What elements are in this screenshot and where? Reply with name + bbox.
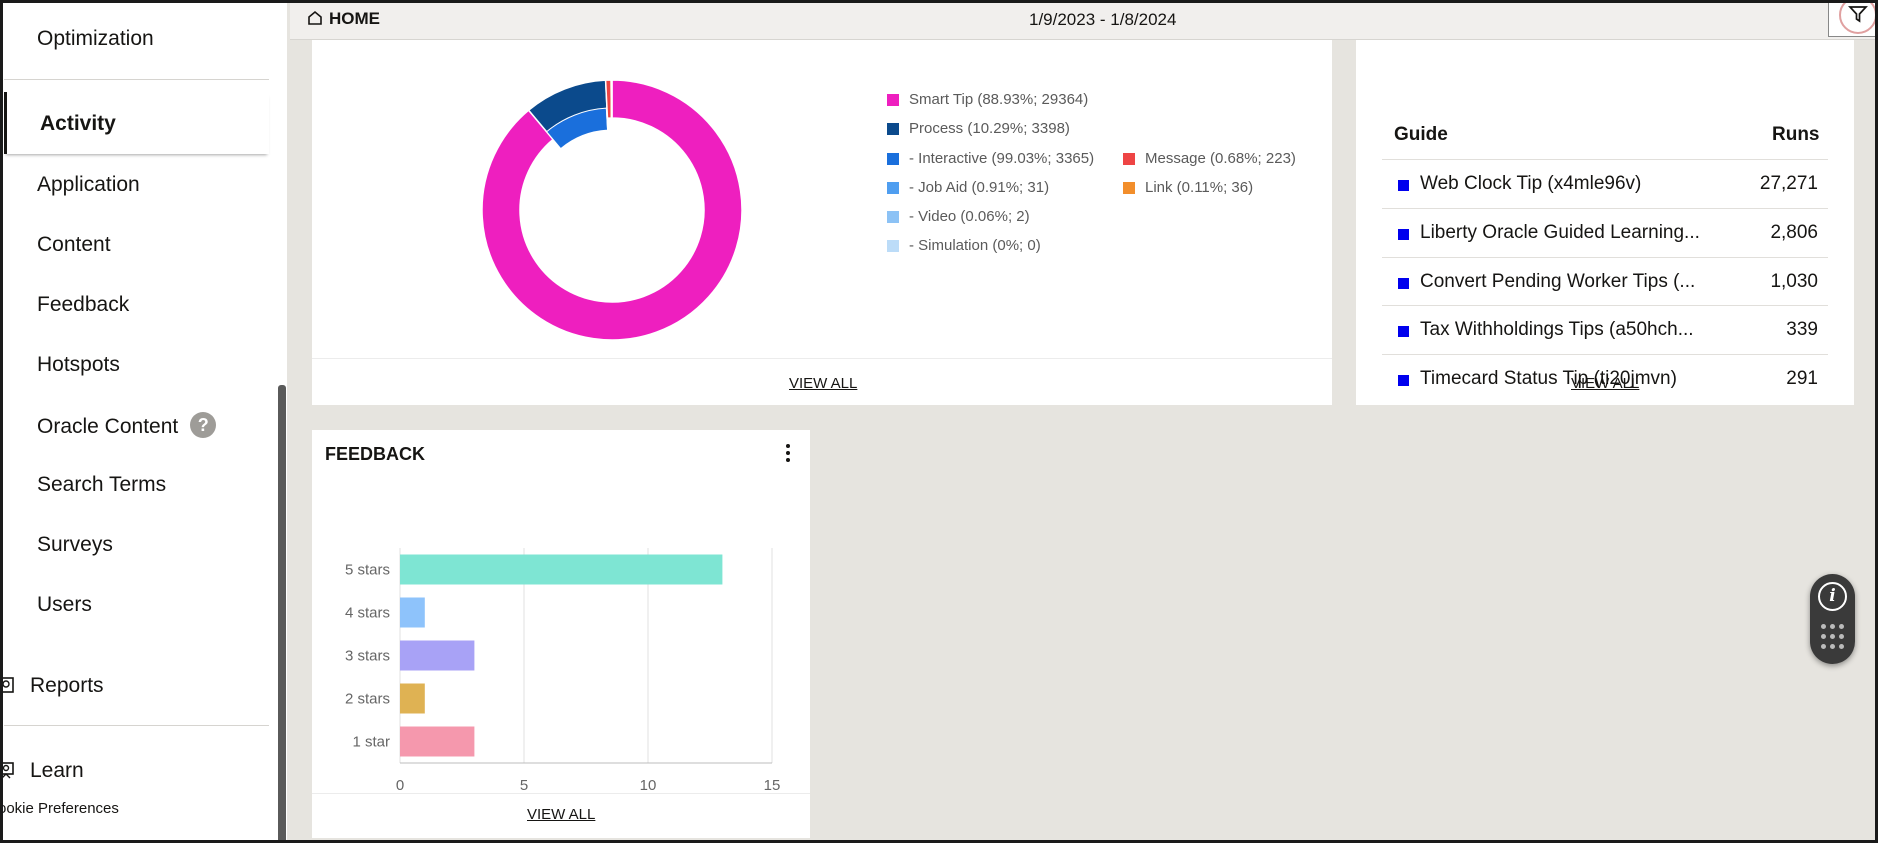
legend-item[interactable]: - Job Aid (0.91%; 31): [909, 179, 1050, 196]
sidebar-item-surveys[interactable]: Surveys: [37, 533, 113, 556]
y-tick-label: 4 stars: [345, 605, 390, 622]
legend-item[interactable]: Process (10.29%; 3398): [909, 120, 1070, 137]
sidebar: Optimization Activity Application Conten…: [0, 0, 287, 843]
cookie-preferences-link[interactable]: ookie Preferences: [0, 800, 119, 817]
legend-swatch: [887, 182, 899, 194]
donut-slice-link[interactable]: [610, 79, 613, 119]
legend-swatch: [887, 123, 899, 135]
feedback-card: FEEDBACK 0 5 10 15 5 stars 4 stars 3 stars 2 st…: [312, 430, 810, 838]
legend-swatch: [1123, 182, 1135, 194]
sidebar-item-hotspots[interactable]: Hotspots: [37, 353, 120, 376]
series-marker: [1398, 229, 1409, 240]
sidebar-item-application[interactable]: Application: [37, 173, 140, 196]
sidebar-item-content[interactable]: Content: [37, 233, 111, 256]
card-divider: [312, 793, 810, 794]
sidebar-item-users[interactable]: Users: [37, 593, 92, 616]
x-tick-label: 15: [764, 777, 781, 794]
guide-name[interactable]: Liberty Oracle Guided Learning...: [1420, 222, 1700, 243]
active-indicator: [4, 92, 269, 154]
sidebar-item-search-terms[interactable]: Search Terms: [37, 473, 167, 496]
guide-runs: 1,030: [1770, 271, 1818, 292]
table-row[interactable]: Timecard Status Tip (ti20jmvn) 291: [1382, 354, 1828, 394]
series-marker: [1398, 278, 1409, 289]
sidebar-item-learn[interactable]: Learn: [30, 759, 84, 782]
legend-item[interactable]: Message (0.68%; 223): [1145, 150, 1296, 167]
donut-slice-smart-tip[interactable]: [481, 79, 743, 341]
activity-card: Smart Tip (88.93%; 29364) Process (10.29%…: [312, 40, 1332, 405]
bar-5-stars[interactable]: [400, 554, 723, 585]
guided-learning-launcher[interactable]: i: [1810, 574, 1855, 664]
guide-runs: 27,271: [1759, 173, 1818, 194]
dots-grid-icon[interactable]: [1821, 624, 1845, 654]
header-bar: HOME 1/9/2023 - 1/8/2024: [290, 0, 1878, 40]
legend-swatch: [887, 94, 899, 106]
legend-item[interactable]: - Simulation (0%; 0): [909, 237, 1041, 254]
x-tick-label: 10: [640, 777, 657, 794]
table-row[interactable]: Liberty Oracle Guided Learning... 2,806: [1382, 208, 1828, 257]
series-marker: [1398, 375, 1409, 386]
sidebar-item-optimization[interactable]: Optimization: [37, 27, 154, 50]
feedback-title: FEEDBACK: [325, 444, 426, 464]
legend-swatch: [1123, 153, 1135, 165]
legend-item[interactable]: - Video (0.06%; 2): [909, 208, 1030, 225]
bar-2-stars[interactable]: [400, 683, 425, 714]
guide-name[interactable]: Timecard Status Tip (ti20jmvn): [1420, 368, 1677, 389]
sidebar-item-reports[interactable]: Reports: [30, 674, 104, 697]
x-tick-label: 0: [396, 777, 404, 794]
y-tick-label: 2 stars: [345, 691, 390, 708]
home-label: HOME: [329, 9, 380, 28]
home-icon: [308, 10, 322, 25]
legend-item[interactable]: Smart Tip (88.93%; 29364): [909, 91, 1089, 108]
feedback-view-all-link[interactable]: VIEW ALL: [527, 806, 596, 823]
reports-icon: [0, 677, 14, 693]
feedback-bar-chart: 0 5 10 15 5 stars 4 stars 3 stars 2 stars 1 star: [345, 548, 781, 794]
sidebar-divider: [4, 79, 269, 80]
learn-icon: [0, 762, 14, 779]
activity-donut-chart: [481, 79, 743, 341]
table-row[interactable]: Tax Withholdings Tips (a50hch... 339: [1382, 305, 1828, 354]
legend-swatch: [887, 240, 899, 252]
guides-card: Guide Runs Web Clock Tip (x4mle96v) 27,2…: [1356, 40, 1854, 405]
home-link[interactable]: HOME: [307, 9, 380, 29]
sidebar-item-oracle-content[interactable]: Oracle Content?: [37, 412, 217, 439]
date-range: 1/9/2023 - 1/8/2024: [1029, 10, 1177, 29]
card-divider: [312, 358, 1332, 359]
activity-view-all-link[interactable]: VIEW ALL: [789, 375, 858, 392]
legend-swatch: [887, 153, 899, 165]
sidebar-item-feedback[interactable]: Feedback: [37, 293, 130, 316]
series-marker: [1398, 180, 1409, 191]
y-tick-label: 3 stars: [345, 648, 390, 665]
x-tick-label: 5: [520, 777, 528, 794]
guide-name[interactable]: Convert Pending Worker Tips (...: [1420, 271, 1696, 292]
column-header-runs[interactable]: Runs: [1772, 124, 1820, 145]
info-icon[interactable]: i: [1818, 582, 1847, 611]
y-tick-label: 1 star: [352, 734, 390, 751]
legend-swatch: [887, 211, 899, 223]
sidebar-divider: [4, 725, 269, 726]
guides-view-all-link[interactable]: VIEW ALL: [1571, 375, 1640, 392]
series-marker: [1398, 326, 1409, 337]
sidebar-item-activity[interactable]: Activity: [40, 112, 116, 135]
guide-name[interactable]: Web Clock Tip (x4mle96v): [1420, 173, 1642, 194]
more-options-icon[interactable]: [782, 442, 794, 464]
guide-runs: 291: [1786, 368, 1818, 389]
table-row[interactable]: Convert Pending Worker Tips (... 1,030: [1382, 257, 1828, 306]
help-icon[interactable]: ?: [190, 412, 217, 438]
legend-item[interactable]: - Interactive (99.03%; 3365): [909, 150, 1095, 167]
bar-3-stars[interactable]: [400, 640, 475, 671]
sidebar-item-label: Oracle Content: [37, 415, 179, 438]
bar-4-stars[interactable]: [400, 597, 425, 628]
legend-item[interactable]: Link (0.11%; 36): [1145, 179, 1254, 196]
filter-button[interactable]: [1828, 0, 1878, 37]
column-header-guide[interactable]: Guide: [1394, 124, 1448, 145]
y-tick-label: 5 stars: [345, 562, 390, 579]
guide-name[interactable]: Tax Withholdings Tips (a50hch...: [1420, 319, 1694, 340]
guide-runs: 2,806: [1770, 222, 1818, 243]
sidebar-scrollbar[interactable]: [278, 385, 286, 843]
guide-runs: 339: [1786, 319, 1818, 340]
bar-1-star[interactable]: [400, 726, 475, 757]
filter-icon: [1848, 6, 1868, 23]
table-row[interactable]: Web Clock Tip (x4mle96v) 27,271: [1382, 159, 1828, 208]
